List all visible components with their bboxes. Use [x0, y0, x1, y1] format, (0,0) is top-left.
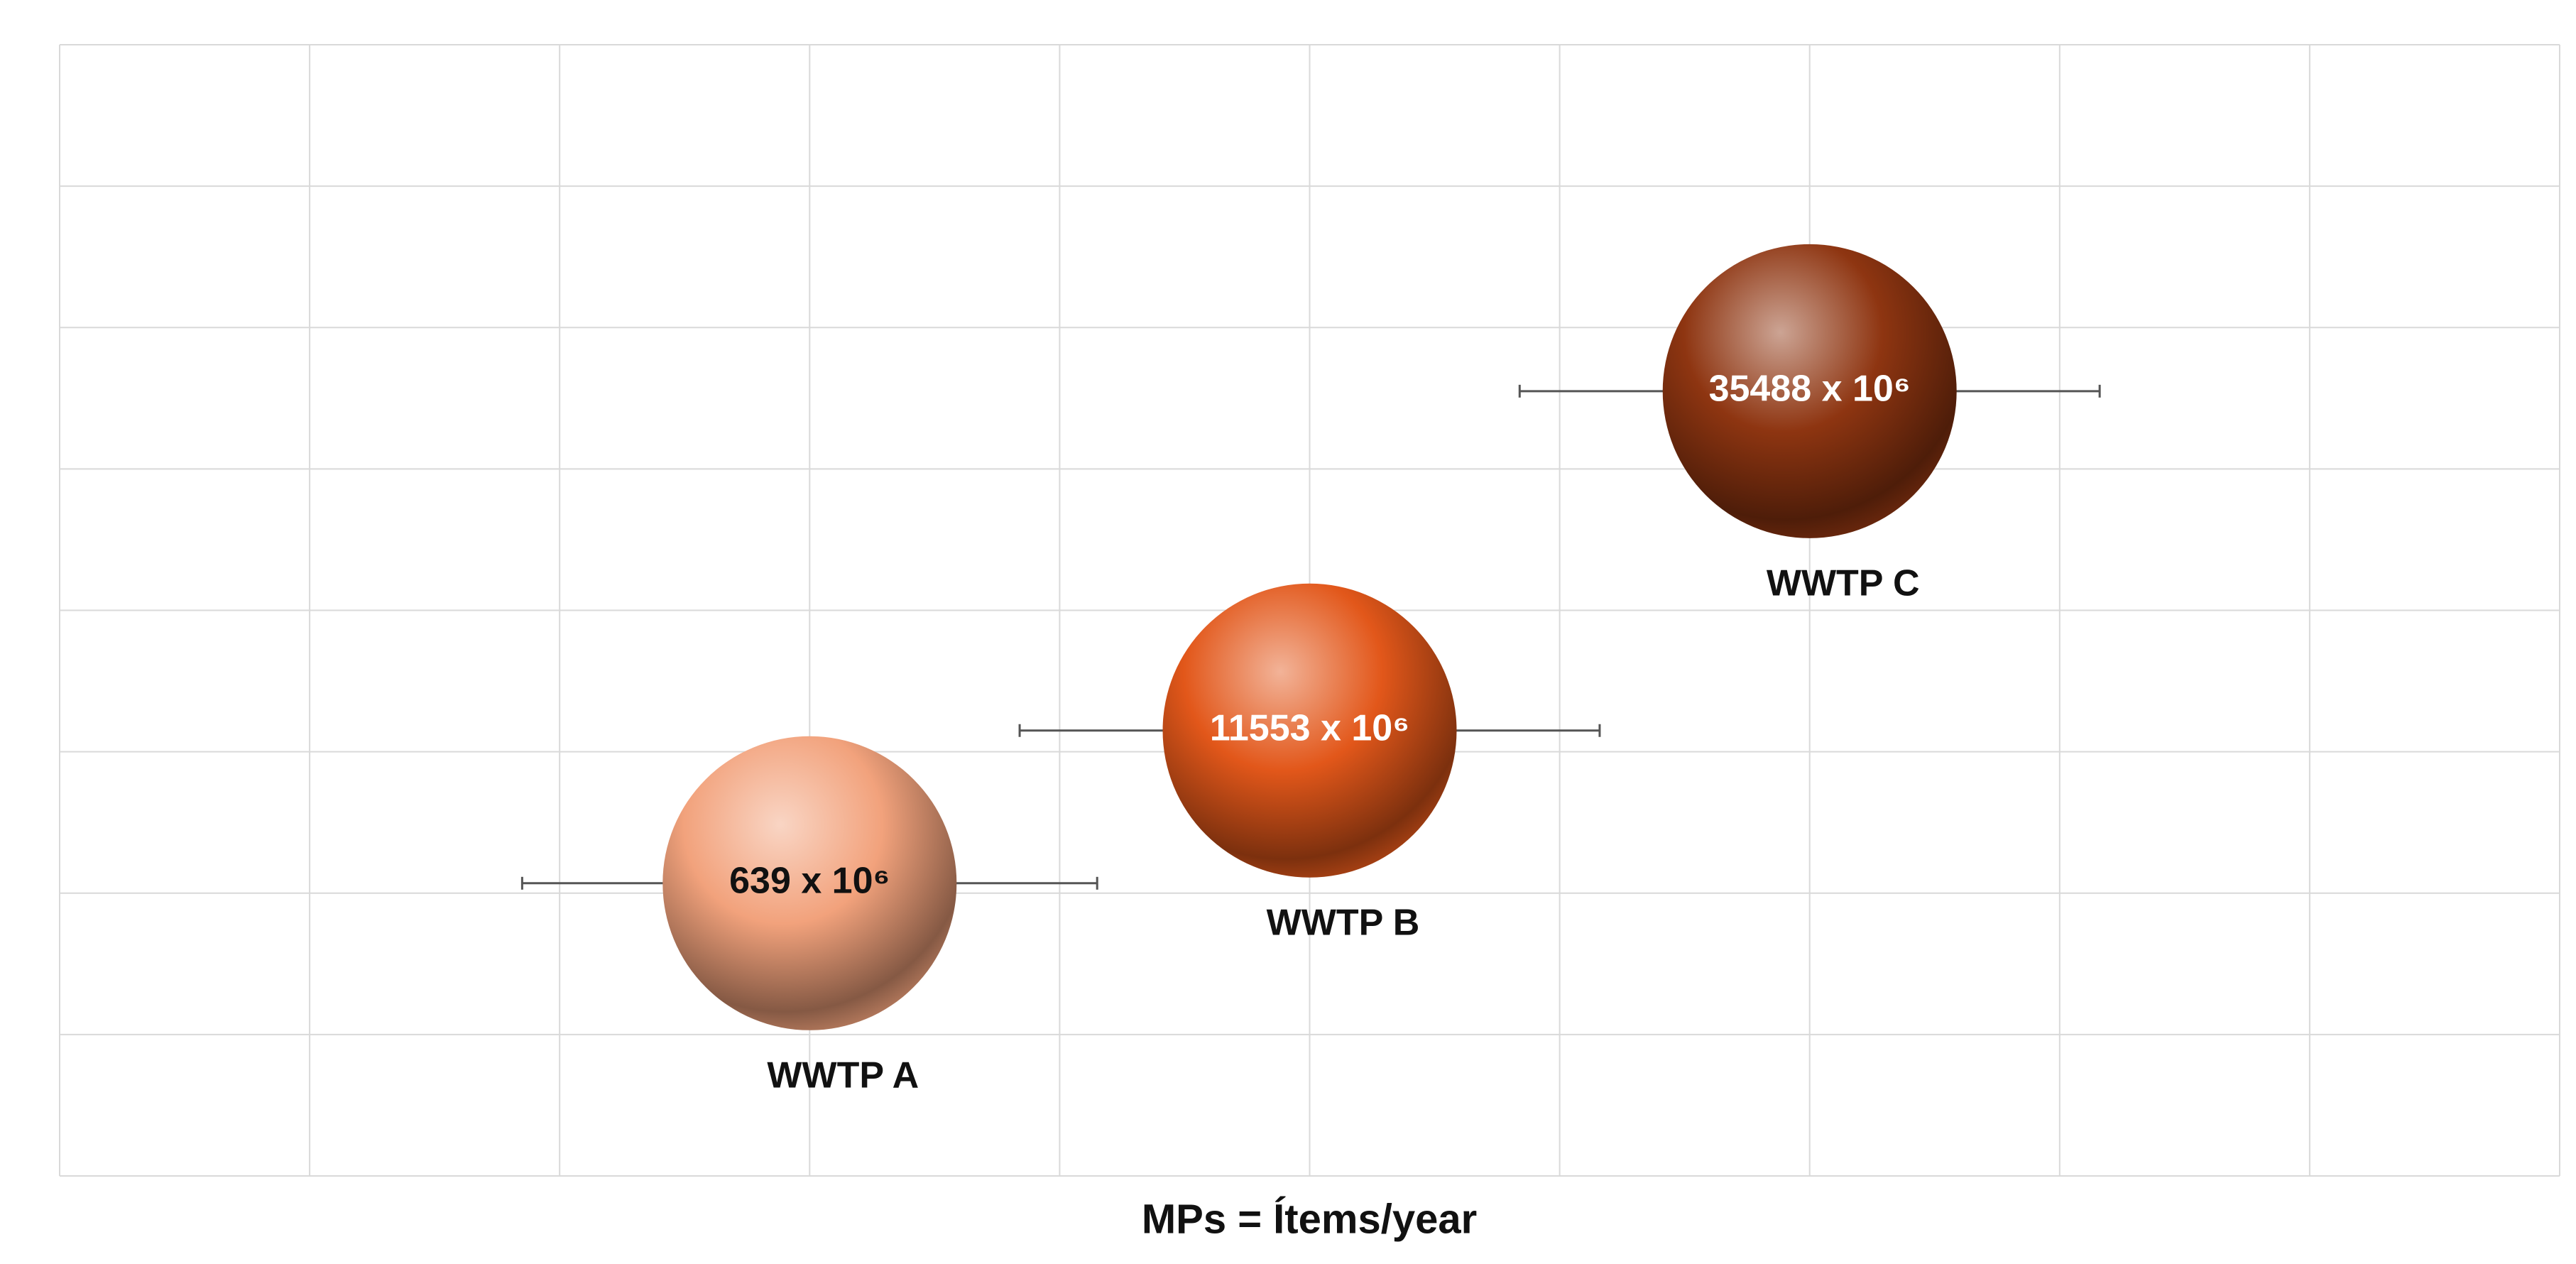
data-label: 639 x 10⁶: [729, 861, 890, 902]
point-label: WWTP A: [767, 1055, 919, 1096]
data-label: 11553 x 10⁶: [1210, 707, 1409, 748]
point-label: WWTP C: [1767, 563, 1920, 604]
data-label: 35488 x 10⁶: [1709, 369, 1911, 410]
bubble: [662, 736, 957, 1030]
x-axis-title: MPs = Ítems/year: [1142, 1196, 1477, 1242]
point-label: WWTP B: [1267, 902, 1420, 943]
bubble: [1162, 583, 1457, 878]
bubble: [1662, 244, 1957, 538]
